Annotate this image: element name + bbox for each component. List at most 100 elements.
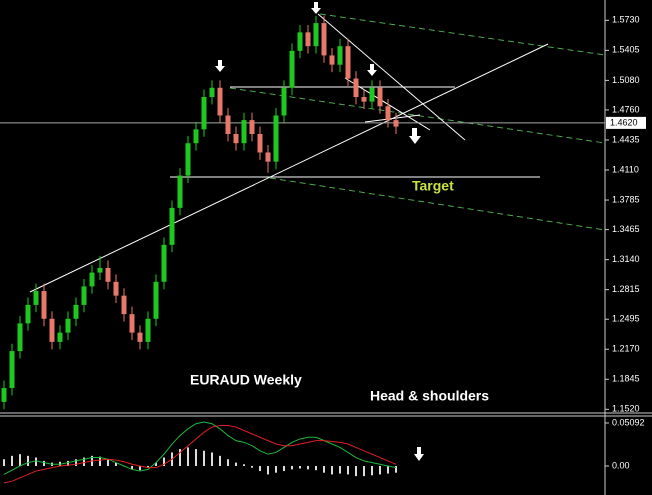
candle-body — [1, 388, 7, 402]
y-tick-label: 1.4760 — [612, 104, 640, 114]
candle-body — [161, 244, 167, 282]
histogram-bar — [35, 457, 37, 466]
down-arrow — [414, 447, 424, 461]
y-tick-label: 1.2170 — [612, 344, 640, 354]
histogram-bar — [331, 465, 333, 475]
candle-body — [17, 323, 23, 352]
candle-body — [81, 286, 87, 305]
candle-body — [233, 133, 239, 144]
candle-body — [89, 272, 95, 287]
candle-body — [289, 50, 295, 88]
candle-body — [57, 332, 63, 342]
trendline — [364, 114, 421, 123]
candle-body — [273, 115, 279, 162]
histogram-bar — [355, 465, 357, 477]
candle-body — [257, 133, 263, 153]
histogram-bar — [267, 465, 269, 475]
candle-body — [169, 207, 175, 245]
down-arrow — [409, 128, 421, 144]
y-tick-label: 1.3785 — [612, 194, 640, 204]
histogram-bar — [131, 465, 133, 470]
candle-body — [105, 267, 111, 282]
histogram-bar — [339, 465, 341, 474]
histogram-bar — [75, 459, 77, 466]
candle-body — [305, 32, 311, 47]
candle-body — [25, 304, 31, 324]
histogram-bar — [203, 450, 205, 466]
histogram-bar — [147, 465, 149, 468]
histogram-bar — [219, 455, 221, 466]
channel-line — [229, 87, 606, 144]
candle-body — [377, 87, 383, 107]
histogram-bar — [187, 447, 189, 466]
candle-body — [345, 46, 351, 79]
candle-body — [137, 332, 143, 342]
histogram-bar — [363, 465, 365, 477]
histogram-bar — [139, 465, 141, 471]
candle-body — [385, 106, 391, 121]
y-tick-label: 1.1845 — [612, 374, 640, 384]
y-tick-label: 1.4110 — [612, 164, 639, 174]
histogram-bar — [387, 465, 389, 474]
histogram-bar — [99, 456, 101, 466]
candle-body — [265, 152, 271, 162]
histogram-bar — [291, 465, 293, 470]
trendline — [317, 13, 466, 141]
candle-body — [353, 78, 359, 98]
candle-body — [297, 32, 303, 51]
candle-body — [177, 175, 183, 208]
candle-body — [321, 23, 327, 56]
candle-body — [49, 318, 55, 342]
histogram-bar — [259, 465, 261, 472]
candle-body — [209, 87, 215, 98]
histogram-bar — [379, 465, 381, 475]
candle-body — [201, 97, 207, 130]
histogram-bar — [107, 459, 109, 466]
annotation: Target — [412, 178, 454, 194]
histogram-bar — [275, 465, 277, 473]
candle-body — [41, 291, 47, 319]
candle-body — [281, 87, 287, 116]
y-tick-label: 1.5730 — [612, 15, 640, 25]
y-tick-label: 1.1520 — [612, 404, 640, 414]
down-arrow — [311, 2, 321, 14]
candle-body — [153, 281, 159, 319]
candle-body — [185, 143, 191, 176]
histogram-bar — [251, 465, 253, 468]
annotation: Head & shoulders — [370, 388, 489, 404]
histogram-bar — [155, 462, 157, 466]
candle-body — [393, 120, 399, 127]
histogram-bar — [195, 449, 197, 466]
candle-body — [241, 120, 247, 144]
neckline — [29, 43, 549, 293]
arrows — [215, 2, 424, 461]
histogram-bar — [323, 465, 325, 473]
channel-line — [319, 13, 606, 56]
histogram-bar — [299, 465, 301, 469]
histogram-bar — [211, 452, 213, 466]
histogram-bar — [315, 465, 317, 471]
histogram-bar — [227, 459, 229, 466]
y-tick-label: 1.2495 — [612, 314, 640, 324]
y-tick-label: 0.00 — [612, 460, 630, 470]
candle-body — [73, 304, 79, 319]
candle-body — [33, 291, 39, 305]
annotation: EURAUD Weekly — [190, 372, 302, 388]
y-tick-label: 0.05092 — [612, 417, 645, 427]
candle-body — [217, 87, 223, 116]
histogram-bar — [395, 465, 397, 473]
candle-body — [193, 129, 199, 144]
histogram-bar — [67, 460, 69, 466]
histogram-bar — [19, 454, 21, 466]
candle-body — [329, 55, 335, 65]
candle-body — [145, 318, 151, 342]
indicator-line — [3, 424, 397, 484]
histogram-bar — [347, 465, 349, 475]
y-tick-label: 1.3140 — [612, 254, 640, 264]
candle-body — [121, 295, 127, 315]
channel-line — [269, 177, 606, 231]
price-label: 1.4620 — [610, 117, 638, 127]
histogram-bar — [27, 455, 29, 466]
